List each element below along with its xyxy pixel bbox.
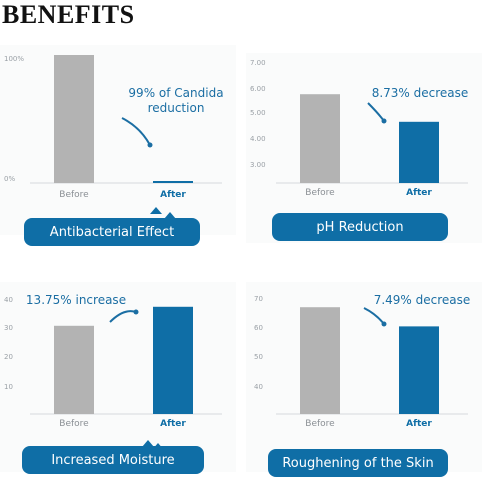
- annotation-arrow: [363, 307, 385, 325]
- y-tick-label: 30: [4, 324, 13, 332]
- bar-before: [54, 325, 94, 414]
- bar-after: [399, 326, 439, 414]
- pill-pointer-icon: [150, 207, 162, 214]
- label-pill-ph: pH Reduction: [150, 207, 448, 241]
- chart-panel-ph: 7.00 6.00 5.00 4.00 3.00 Before After 8.73% dec…: [246, 53, 482, 243]
- y-tick-label: 3.00: [250, 161, 266, 169]
- bar-after: [153, 181, 193, 183]
- chart-panel-roughening: 70 60 50 40 Before After 7.49% decrease: [246, 282, 482, 472]
- category-label-after: After: [160, 190, 186, 200]
- y-tick-label: 40: [254, 383, 263, 391]
- category-label-after: After: [406, 419, 432, 429]
- bar-after: [399, 121, 439, 183]
- pill-pointer-icon: [152, 443, 164, 450]
- annotation-text: 13.75% increase: [26, 293, 126, 307]
- y-tick-label: 100%: [4, 55, 24, 63]
- chart-moisture: 40 30 20 10 Before After 13.75% increase: [4, 293, 222, 429]
- label-pill-roughening: Roughening of the Skin: [152, 443, 448, 477]
- annotation-text: 99% of Candida: [128, 86, 223, 100]
- y-tick-label: 60: [254, 324, 263, 332]
- category-label-before: Before: [305, 188, 335, 198]
- y-tick-label: 20: [4, 353, 13, 361]
- y-tick-label: 10: [4, 383, 13, 391]
- y-tick-label: 6.00: [250, 85, 266, 93]
- pill-pointer-icon: [164, 212, 176, 219]
- y-tick-label: 70: [254, 295, 263, 303]
- y-tick-label: 5.00: [250, 109, 266, 117]
- chart-roughening: 70 60 50 40 Before After 7.49% decrease: [254, 293, 471, 429]
- y-tick-label: 40: [4, 296, 13, 304]
- y-tick-label: 50: [254, 353, 263, 361]
- page-title: BENEFITS: [2, 0, 135, 29]
- annotation-arrow: [367, 102, 385, 122]
- chart-panel-moisture: 40 30 20 10 Before After 13.75% increase: [0, 282, 236, 472]
- arrow-head-icon: [381, 118, 387, 124]
- category-label-before: Before: [305, 419, 335, 429]
- category-label-after: After: [160, 419, 186, 429]
- arrow-head-icon: [133, 309, 139, 315]
- chart-panel-antibacterial: 100% 0% Before After 99% of Candida reduction: [0, 45, 236, 235]
- label-pill-antibacterial: Antibacterial Effect: [24, 212, 200, 246]
- chart-ph: 7.00 6.00 5.00 4.00 3.00 Before After 8.73% dec…: [250, 59, 469, 198]
- bar-before: [54, 55, 94, 183]
- arrow-head-icon: [147, 142, 153, 148]
- annotation-arrow: [121, 117, 151, 146]
- y-tick-label: 7.00: [250, 59, 266, 67]
- category-label-before: Before: [59, 190, 89, 200]
- category-label-before: Before: [59, 419, 89, 429]
- category-label-after: After: [406, 188, 432, 198]
- annotation-text: 8.73% decrease: [372, 86, 469, 100]
- arrow-head-icon: [381, 321, 387, 327]
- y-tick-label: 0%: [4, 175, 15, 183]
- bar-before: [300, 307, 340, 414]
- bar-after: [153, 306, 193, 414]
- annotation-text: reduction: [148, 101, 205, 115]
- annotation-text: 7.49% decrease: [374, 293, 471, 307]
- annotation-arrow: [109, 310, 137, 323]
- pill-pointer-icon: [142, 440, 154, 447]
- label-pill-moisture: Increased Moisture: [22, 440, 204, 474]
- y-tick-label: 4.00: [250, 135, 266, 143]
- bar-before: [300, 94, 340, 183]
